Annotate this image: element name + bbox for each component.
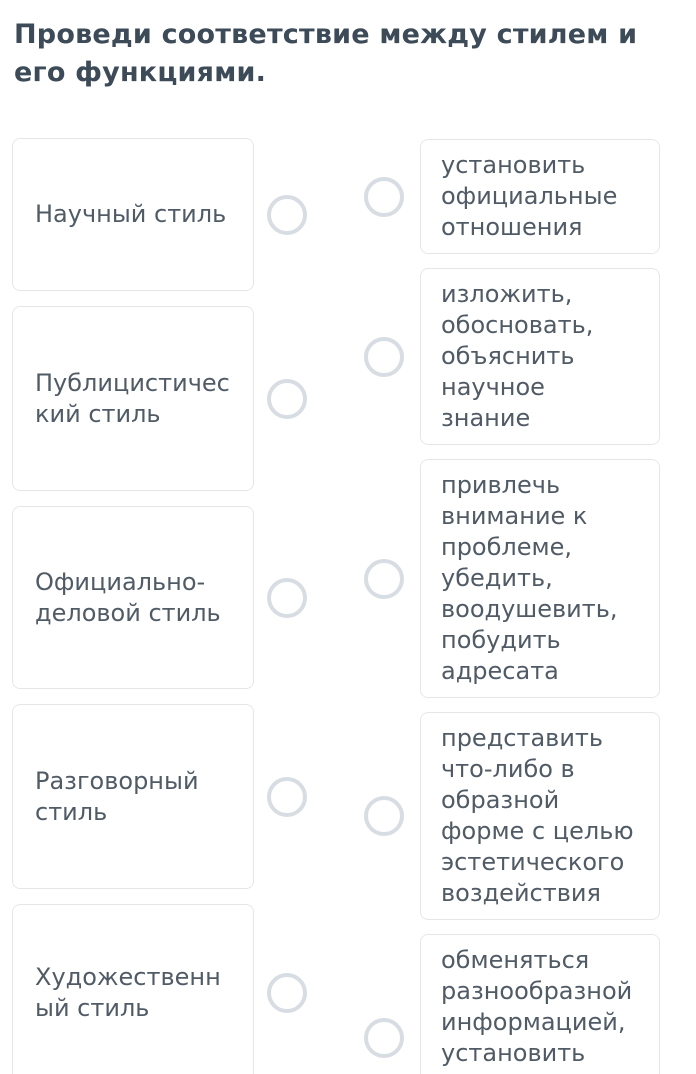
function-card-label: привлечь внимание к проблеме, убедить, в…: [441, 471, 618, 685]
match-row-left: Публицистический стиль: [12, 306, 307, 491]
match-circle-left[interactable]: [267, 577, 307, 618]
function-card[interactable]: привлечь внимание к проблеме, убедить, в…: [420, 459, 660, 698]
match-circle-left[interactable]: [267, 973, 307, 1013]
function-card-label: представить что-либо в образной форме с …: [441, 724, 634, 907]
match-row-left: Официально-деловой стиль: [12, 506, 307, 689]
function-card-label: изложить, обосновать, объяснить научное …: [441, 280, 594, 432]
styles-column: Научный стиль Публицистический стиль Офи…: [12, 138, 307, 1074]
function-card[interactable]: установить официальные отношения: [420, 139, 660, 254]
style-card[interactable]: Официально-деловой стиль: [12, 506, 254, 689]
match-circle-left[interactable]: [267, 194, 307, 235]
match-row-left: Художественный стиль: [12, 904, 307, 1074]
match-circle-right[interactable]: [364, 1018, 404, 1058]
match-row-left: Разговорный стиль: [12, 704, 307, 889]
style-card-label: Художественный стиль: [35, 963, 221, 1022]
functions-column: установить официальные отношения изложит…: [364, 139, 660, 1074]
match-circle-right[interactable]: [364, 558, 404, 599]
match-circle-right[interactable]: [364, 176, 404, 217]
match-row-right: обменяться разнообразной информацией, ус…: [364, 934, 660, 1074]
match-row-right: установить официальные отношения: [364, 139, 660, 254]
function-card-label: обменяться разнообразной информацией, ус…: [441, 946, 633, 1074]
style-card[interactable]: Научный стиль: [12, 138, 254, 291]
style-card[interactable]: Разговорный стиль: [12, 704, 254, 889]
function-card[interactable]: обменяться разнообразной информацией, ус…: [420, 934, 660, 1074]
function-card[interactable]: изложить, обосновать, объяснить научное …: [420, 268, 660, 445]
style-card-label: Научный стиль: [35, 200, 227, 228]
style-card-label: Официально-деловой стиль: [35, 567, 221, 627]
page-title: Проведи соответствие между стилем и его …: [14, 19, 638, 88]
match-circle-left[interactable]: [267, 776, 307, 817]
style-card[interactable]: Публицистический стиль: [12, 306, 254, 491]
function-card-label: установить официальные отношения: [441, 151, 618, 241]
style-card-label: Публицистический стиль: [35, 368, 230, 428]
match-circle-right[interactable]: [364, 336, 404, 377]
matching-exercise: Проведи соответствие между стилем и его …: [0, 16, 696, 1074]
function-card[interactable]: представить что-либо в образной форме с …: [420, 712, 660, 920]
style-card[interactable]: Художественный стиль: [12, 904, 254, 1074]
style-card-label: Разговорный стиль: [35, 766, 199, 826]
match-row-right: изложить, обосновать, объяснить научное …: [364, 268, 660, 445]
match-row-right: привлечь внимание к проблеме, убедить, в…: [364, 459, 660, 698]
match-circle-right[interactable]: [364, 796, 404, 836]
match-row-left: Научный стиль: [12, 138, 307, 291]
match-circle-left[interactable]: [267, 378, 307, 419]
match-row-right: представить что-либо в образной форме с …: [364, 712, 660, 920]
